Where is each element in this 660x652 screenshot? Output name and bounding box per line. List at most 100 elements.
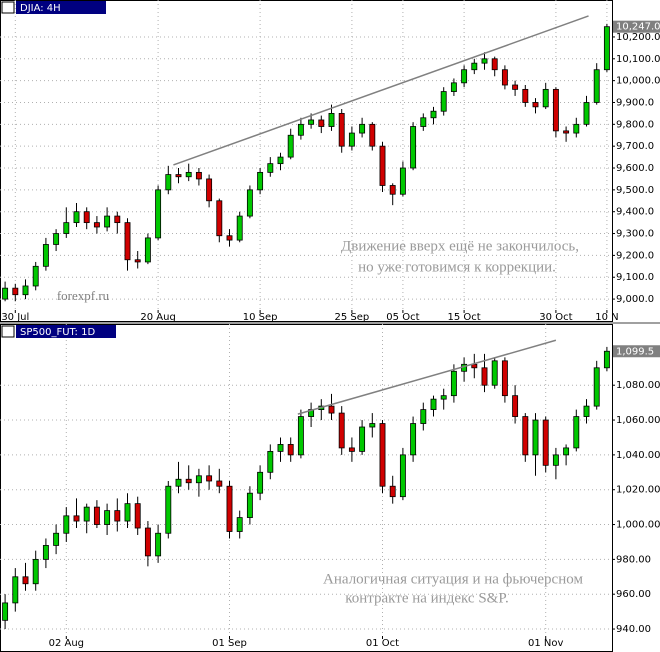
- y-tick-label: 9,300.0: [616, 229, 654, 240]
- x-tick-label: 30 Oct: [539, 312, 572, 323]
- candle-body: [563, 447, 570, 456]
- candle-body: [226, 485, 233, 532]
- candle-body: [450, 82, 457, 92]
- candle-body: [603, 26, 610, 71]
- candle-body: [593, 69, 600, 103]
- panel-separator: [0, 322, 660, 324]
- x-tick-label: 10 N: [595, 312, 618, 323]
- x-tick-label: 15 Oct: [447, 312, 480, 323]
- candle-body: [287, 134, 294, 158]
- candle-body: [583, 102, 590, 125]
- candle-body: [93, 506, 100, 525]
- y-tick-label: 9,100.0: [616, 272, 654, 283]
- candle-body: [246, 189, 253, 217]
- candle-body: [297, 123, 304, 136]
- y-tick-label: 10,100.0: [616, 54, 660, 65]
- candle-body: [144, 237, 151, 263]
- title-bg: [16, 325, 116, 338]
- x-tick-label: 30 Jul: [1, 312, 29, 323]
- candle-body: [257, 171, 264, 191]
- last-price-label: 1,099.5: [616, 346, 654, 357]
- candle-body: [563, 130, 570, 134]
- candle-body: [53, 233, 60, 245]
- y-tick-label: 9,600.0: [616, 163, 654, 174]
- y-tick-label: 1,040.00: [616, 450, 660, 461]
- candle-body: [42, 545, 49, 560]
- x-tick-label: 01 Sep: [212, 638, 247, 649]
- candle-body: [379, 145, 386, 186]
- candle-body: [175, 174, 182, 178]
- candle-body: [338, 113, 345, 147]
- x-tick-label: 05 Oct: [386, 312, 419, 323]
- candle-body: [73, 515, 80, 522]
- last-price-label: 10,247.0: [616, 22, 660, 33]
- candle-body: [124, 222, 131, 261]
- candle-body: [481, 367, 488, 386]
- chart-title: SP500_FUT: 1D: [20, 327, 95, 338]
- candle-body: [491, 360, 498, 386]
- candle-body: [32, 558, 39, 585]
- y-tick-label: 9,000.0: [616, 294, 654, 305]
- y-tick-label: 9,700.0: [616, 141, 654, 152]
- title-bg: [16, 1, 106, 14]
- candle-body: [185, 171, 192, 178]
- candle-body: [481, 58, 488, 64]
- candle-body: [246, 492, 253, 518]
- candle-body: [348, 447, 355, 452]
- title-icon: [1, 325, 15, 338]
- candle-body: [32, 265, 39, 287]
- candle-body: [491, 58, 498, 71]
- y-tick-label: 9,500.0: [616, 185, 654, 196]
- candle-body: [532, 419, 539, 456]
- candle-body: [144, 527, 151, 557]
- candle-body: [185, 478, 192, 484]
- candle-body: [348, 132, 355, 147]
- candle-body: [542, 88, 549, 108]
- candle-body: [522, 416, 529, 456]
- candle-body: [450, 370, 457, 397]
- candle-body: [552, 454, 559, 466]
- candle-body: [63, 222, 70, 234]
- candle-body: [471, 62, 478, 71]
- candle-body: [328, 113, 335, 127]
- candle-body: [603, 350, 610, 369]
- candle-body: [420, 117, 427, 127]
- watermark: forexpf.ru: [57, 288, 110, 303]
- candle-body: [267, 163, 274, 173]
- trend-line: [297, 339, 557, 415]
- candle-body: [175, 478, 182, 487]
- candle-body: [155, 189, 162, 239]
- candle-body: [267, 450, 274, 473]
- y-tick-label: 9,800.0: [616, 119, 654, 130]
- candle-body: [532, 102, 539, 108]
- candle-body: [318, 119, 325, 127]
- y-tick-label: 9,900.0: [616, 97, 654, 108]
- candle-body: [165, 174, 172, 191]
- y-tick-label: 960.00: [616, 589, 651, 600]
- x-tick-label: 20 Aug: [140, 312, 175, 323]
- y-tick-label: 10,000.0: [616, 76, 660, 87]
- x-tick-label: 01 Oct: [366, 638, 399, 649]
- candle-body: [308, 119, 315, 125]
- candle-body: [134, 259, 141, 263]
- candle-body: [195, 171, 202, 180]
- candle-body: [277, 444, 284, 452]
- last-price-box: [613, 345, 660, 358]
- candle-body: [12, 287, 19, 296]
- y-tick-label: 1,000.00: [616, 520, 660, 531]
- y-tick-label: 10,200.0: [616, 32, 660, 43]
- candle-body: [573, 416, 580, 449]
- candle-body: [216, 480, 223, 487]
- candle-body: [22, 576, 29, 585]
- candle-body: [430, 398, 437, 410]
- candle-body: [359, 426, 366, 452]
- annotation: Аналогичная ситуация и на фьючерсном: [323, 571, 583, 587]
- candle-body: [93, 222, 100, 228]
- candle-body: [389, 485, 396, 498]
- y-tick-label: 980.00: [616, 554, 651, 565]
- candle-body: [501, 69, 508, 86]
- candle-body: [195, 475, 202, 484]
- candle-body: [501, 360, 508, 397]
- y-tick-label: 1,080.00: [616, 380, 660, 391]
